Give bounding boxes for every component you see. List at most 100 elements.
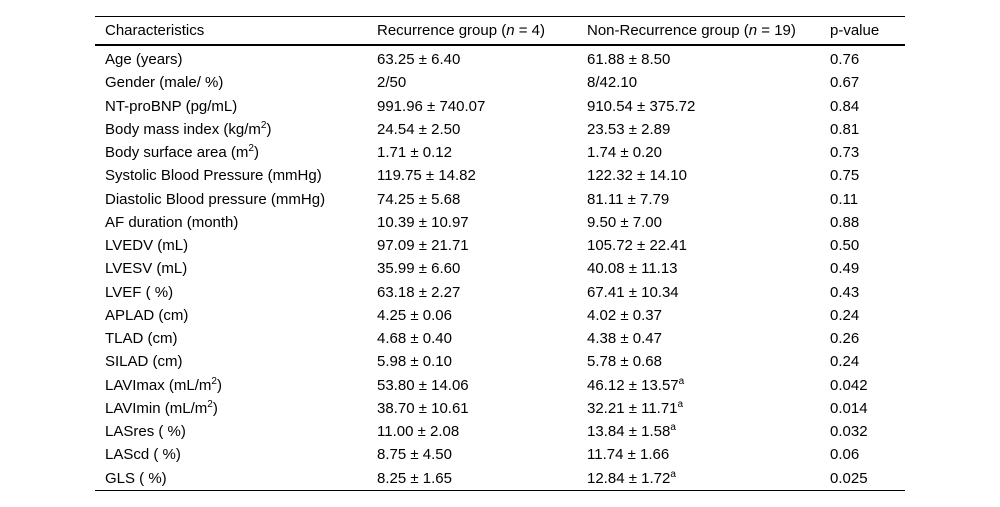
table-row: Age (years) 63.25 ± 6.40 61.88 ± 8.50 0.76 [95, 45, 905, 71]
p-value-cell: 0.67 [830, 74, 860, 92]
characteristic-cell: NT-proBNP (pg/mL) [105, 97, 238, 115]
p-value-cell: 0.76 [830, 51, 860, 69]
superscript-marker: 2 [248, 143, 254, 155]
non-recurrence-value-cell: 13.84 ± 1.58a [587, 422, 676, 441]
table-row: LASres ( %) 11.00 ± 2.08 13.84 ± 1.58a 0.03… [95, 420, 905, 443]
recurrence-value-cell: 991.96 ± 740.07 [377, 97, 486, 115]
p-value-cell: 0.025 [830, 469, 868, 487]
p-value-cell: 0.73 [830, 144, 860, 162]
non-recurrence-value-cell: 32.21 ± 11.71a [587, 398, 684, 417]
non-recurrence-value-cell: 61.88 ± 8.50 [587, 51, 671, 69]
table-row: NT-proBNP (pg/mL) 991.96 ± 740.07 910.54 ±… [95, 95, 905, 118]
characteristic-cell: Gender (male/ %) [105, 74, 224, 92]
p-value-cell: 0.11 [830, 190, 859, 208]
non-recurrence-value-cell: 46.12 ± 13.57a [587, 375, 685, 394]
characteristic-cell: Systolic Blood Pressure (mmHg) [105, 167, 322, 185]
recurrence-value-cell: 8.25 ± 1.65 [377, 469, 452, 487]
non-recurrence-value-cell: 40.08 ± 11.13 [587, 260, 678, 278]
recurrence-value-cell: 63.25 ± 6.40 [377, 51, 461, 69]
non-recurrence-value-cell: 9.50 ± 7.00 [587, 213, 662, 231]
recurrence-value-cell: 119.75 ± 14.82 [377, 167, 476, 185]
recurrence-value-cell: 5.98 ± 0.10 [377, 353, 452, 371]
p-value-cell: 0.84 [830, 97, 860, 115]
table-row: LVESV (mL) 35.99 ± 6.60 40.08 ± 11.13 0.49 [95, 257, 905, 280]
superscript-marker: 2 [207, 398, 213, 410]
table-row: APLAD (cm) 4.25 ± 0.06 4.02 ± 0.37 0.24 [95, 304, 905, 327]
recurrence-value-cell: 11.00 ± 2.08 [377, 423, 460, 441]
superscript-marker: a [670, 468, 676, 480]
table-row: Body surface area (m2) 1.71 ± 0.12 1.74 ± … [95, 141, 905, 164]
recurrence-value-cell: 35.99 ± 6.60 [377, 260, 461, 278]
recurrence-header-suffix: = 4) [514, 22, 546, 39]
characteristic-cell: Body mass index (kg/m2) [105, 119, 272, 138]
characteristic-cell: LVESV (mL) [105, 260, 188, 278]
non-recurrence-value-cell: 11.74 ± 1.66 [587, 446, 670, 464]
non-recurrence-value-cell: 105.72 ± 22.41 [587, 237, 687, 255]
recurrence-value-cell: 38.70 ± 10.61 [377, 399, 469, 417]
p-value-cell: 0.81 [830, 120, 860, 138]
characteristic-cell: LASres ( %) [105, 423, 186, 441]
p-value-cell: 0.06 [830, 446, 860, 464]
characteristic-cell: AF duration (month) [105, 213, 239, 231]
superscript-marker: 2 [260, 119, 267, 131]
characteristic-cell: TLAD (cm) [105, 330, 178, 348]
table-row: Gender (male/ %) 2/50 8/42.10 0.67 [95, 71, 905, 94]
characteristic-cell: LVEF ( %) [105, 283, 174, 301]
characteristic-cell: Body surface area (m2) [105, 143, 259, 162]
recurrence-value-cell: 4.25 ± 0.06 [377, 306, 452, 324]
non-recurrence-value-cell: 1.74 ± 0.20 [587, 144, 662, 162]
column-header-non-recurrence-group: Non-Recurrence group (n = 19) [587, 16, 830, 46]
p-value-cell: 0.24 [830, 353, 860, 371]
table-row: Systolic Blood Pressure (mmHg) 119.75 ± 1… [95, 164, 905, 187]
recurrence-value-cell: 4.68 ± 0.40 [377, 330, 452, 348]
non-recurrence-value-cell: 67.41 ± 10.34 [587, 283, 679, 301]
non-recurrence-value-cell: 4.38 ± 0.47 [587, 330, 662, 348]
p-value-cell: 0.014 [830, 399, 868, 417]
recurrence-value-cell: 63.18 ± 2.27 [377, 283, 461, 301]
superscript-marker: 2 [211, 375, 217, 387]
p-value-cell: 0.49 [830, 260, 860, 278]
recurrence-value-cell: 8.75 ± 4.50 [377, 446, 452, 464]
column-header-p-value: p-value [830, 16, 905, 46]
table-row: Diastolic Blood pressure (mmHg) 74.25 ± 5… [95, 188, 905, 211]
non-recurrence-header-suffix: = 19) [757, 22, 796, 39]
non-recurrence-value-cell: 81.11 ± 7.79 [587, 190, 670, 208]
p-value-cell: 0.50 [830, 237, 860, 255]
characteristic-cell: LAVImin (mL/m2) [105, 398, 218, 417]
table-row: LAVImin (mL/m2) 38.70 ± 10.61 32.21 ± 11.7… [95, 397, 905, 420]
p-value-cell: 0.042 [830, 376, 868, 394]
non-recurrence-value-cell: 12.84 ± 1.72a [587, 468, 676, 487]
superscript-marker: a [670, 422, 676, 434]
baseline-characteristics-table: Characteristics Recurrence group (n = 4)… [95, 16, 905, 491]
non-recurrence-value-cell: 4.02 ± 0.37 [587, 306, 662, 324]
p-value-cell: 0.26 [830, 330, 860, 348]
column-header-characteristics: Characteristics [95, 16, 377, 46]
table-row: GLS ( %) 8.25 ± 1.65 12.84 ± 1.72a 0.025 [95, 467, 905, 491]
recurrence-value-cell: 74.25 ± 5.68 [377, 190, 461, 208]
table-row: SILAD (cm) 5.98 ± 0.10 5.78 ± 0.68 0.24 [95, 350, 905, 373]
recurrence-value-cell: 53.80 ± 14.06 [377, 376, 469, 394]
characteristic-cell: Diastolic Blood pressure (mmHg) [105, 190, 326, 208]
table-row: LVEF ( %) 63.18 ± 2.27 67.41 ± 10.34 0.43 [95, 281, 905, 304]
table-row: TLAD (cm) 4.68 ± 0.40 4.38 ± 0.47 0.26 [95, 327, 905, 350]
superscript-marker: a [678, 375, 685, 387]
column-header-characteristics-label: Characteristics [105, 22, 205, 39]
superscript-marker: a [677, 398, 684, 410]
column-header-recurrence-group: Recurrence group (n = 4) [377, 16, 587, 46]
recurrence-header-text: Recurrence group ( [377, 22, 507, 39]
recurrence-value-cell: 1.71 ± 0.12 [377, 144, 452, 162]
characteristic-cell: LVEDV (mL) [105, 237, 189, 255]
non-recurrence-header-text: Non-Recurrence group ( [587, 22, 749, 39]
characteristic-cell: Age (years) [105, 51, 183, 69]
characteristic-cell: LAVImax (mL/m2) [105, 375, 222, 394]
table-row: LAVImax (mL/m2) 53.80 ± 14.06 46.12 ± 13.5… [95, 374, 905, 397]
non-recurrence-value-cell: 910.54 ± 375.72 [587, 97, 696, 115]
non-recurrence-value-cell: 8/42.10 [587, 74, 638, 92]
characteristic-cell: APLAD (cm) [105, 306, 189, 324]
table-row: LVEDV (mL) 97.09 ± 21.71 105.72 ± 22.41 0.5… [95, 234, 905, 257]
table-row: LAScd ( %) 8.75 ± 4.50 11.74 ± 1.66 0.06 [95, 443, 905, 466]
recurrence-value-cell: 24.54 ± 2.50 [377, 120, 461, 138]
table-row: AF duration (month) 10.39 ± 10.97 9.50 ± 7… [95, 211, 905, 234]
p-value-cell: 0.24 [830, 306, 860, 324]
